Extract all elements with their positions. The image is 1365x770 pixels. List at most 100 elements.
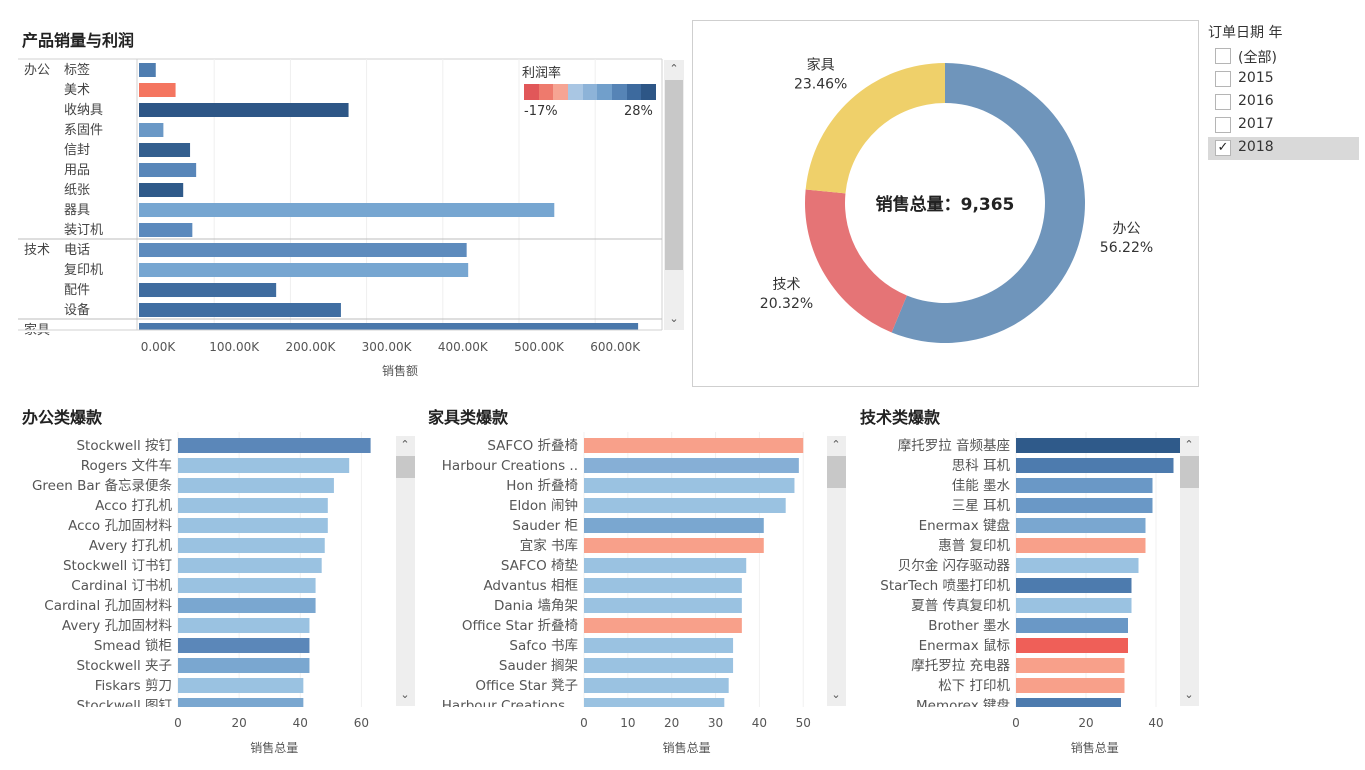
category-label: 器具	[64, 203, 90, 218]
scroll-down-icon[interactable]: ⌄	[400, 688, 410, 701]
x-tick-label: 30	[708, 716, 723, 730]
quantity-bar	[178, 598, 316, 613]
x-tick-label: 20	[1078, 716, 1093, 730]
x-tick-label: 60	[354, 716, 369, 730]
product-label: Fiskars 剪刀	[95, 678, 172, 694]
x-tick-label: 0	[1012, 716, 1020, 730]
checkbox[interactable]	[1215, 94, 1231, 110]
filter-option-label: 2016	[1238, 93, 1274, 109]
donut-slice[interactable]	[891, 63, 1085, 343]
product-label: Stockwell 订书钉	[63, 558, 172, 574]
scroll-up-icon[interactable]: ⌃	[831, 438, 841, 451]
product-label: 三星 耳机	[952, 498, 1011, 514]
legend-swatch	[538, 84, 554, 100]
quantity-bar	[178, 478, 334, 493]
filter-option-label: 2017	[1238, 116, 1274, 132]
sales-bar	[139, 243, 467, 257]
quantity-bar	[178, 618, 310, 633]
scroll-up-icon[interactable]: ⌃	[669, 62, 679, 75]
x-tick-label: 10	[620, 716, 635, 730]
quantity-bar	[178, 698, 304, 707]
product-label: 思科 耳机	[952, 458, 1011, 474]
sales-bar	[139, 283, 277, 297]
product-label: Harbour Creations ..	[442, 458, 578, 474]
product-label: Rogers 文件车	[81, 457, 172, 474]
product-label: 摩托罗拉 充电器	[911, 657, 1010, 674]
product-label: SAFCO 折叠椅	[487, 438, 578, 454]
filter-option-(全部)[interactable]: (全部)	[1208, 45, 1359, 68]
legend-swatch	[597, 84, 613, 100]
product-label: Brother 墨水	[928, 618, 1010, 634]
sales-bar	[139, 303, 341, 317]
slice-percent: 23.46%	[794, 76, 847, 92]
quantity-bar	[584, 578, 742, 593]
quantity-bar	[1016, 458, 1174, 473]
scroll-thumb[interactable]	[396, 456, 415, 478]
quantity-bar	[584, 658, 734, 673]
scroll-up-icon[interactable]: ⌃	[400, 438, 410, 451]
quantity-bar	[178, 498, 328, 513]
legend-min-label: -17%	[524, 104, 558, 119]
x-axis-title: 销售总量	[1071, 740, 1119, 755]
tech-scrollbar[interactable]: ⌃ ⌄	[1180, 436, 1199, 706]
quantity-bar	[1016, 658, 1125, 673]
checkbox[interactable]: ✓	[1215, 140, 1231, 156]
legend-max-label: 28%	[624, 104, 653, 119]
legend-swatch	[641, 84, 657, 100]
category-label: 系固件	[64, 123, 103, 138]
scroll-down-icon[interactable]: ⌄	[831, 688, 841, 701]
quantity-bar	[1016, 518, 1146, 533]
product-label: Eldon 闹钟	[509, 497, 578, 514]
product-label: Advantus 相框	[483, 578, 578, 594]
donut-slice[interactable]	[805, 62, 945, 194]
product-label: 摩托罗拉 音频基座	[898, 437, 1010, 454]
profit-color-legend[interactable]	[524, 84, 657, 100]
product-label: Enermax 鼠标	[919, 638, 1010, 654]
main-bar-chart: 0.00K 100.00K 200.00K 300.00K 400.00K 500.00K…	[0, 58, 663, 378]
filter-option-2016[interactable]: 2016	[1208, 91, 1359, 114]
office-scrollbar[interactable]: ⌃ ⌄	[396, 436, 415, 706]
main-chart-title: 产品销量与利润	[22, 31, 135, 50]
checkbox[interactable]	[1215, 71, 1231, 87]
quantity-bar	[1016, 478, 1153, 493]
quantity-bar	[1016, 638, 1128, 653]
quantity-bar	[1016, 678, 1125, 693]
sales-bar	[139, 183, 184, 197]
scroll-down-icon[interactable]: ⌄	[1184, 688, 1194, 701]
product-label: 贝尔金 闪存驱动器	[898, 558, 1011, 574]
product-label: StarTech 喷墨打印机	[880, 577, 1010, 594]
x-tick-label: 20	[232, 716, 247, 730]
sales-bar	[139, 163, 197, 177]
product-label: Dania 墙角架	[494, 598, 578, 614]
filter-option-2018[interactable]: ✓ 2018	[1208, 137, 1359, 160]
x-tick-label: 500.00K	[514, 340, 565, 354]
scroll-up-icon[interactable]: ⌃	[1184, 438, 1194, 451]
x-tick-label: 300.00K	[362, 340, 413, 354]
filter-option-2015[interactable]: 2015	[1208, 68, 1359, 91]
quantity-bar	[178, 458, 350, 473]
main-chart-scrollbar[interactable]: ⌃ ⌄	[664, 60, 684, 330]
quantity-bar	[584, 518, 764, 533]
check-icon: ✓	[1217, 140, 1229, 155]
scroll-thumb[interactable]	[665, 80, 683, 270]
quantity-bar	[584, 558, 747, 573]
quantity-bar	[1016, 498, 1153, 513]
quantity-bar	[584, 538, 764, 553]
product-label: Stockwell 按钉	[76, 438, 172, 454]
scroll-thumb[interactable]	[1180, 456, 1199, 488]
furniture-scrollbar[interactable]: ⌃ ⌄	[827, 436, 846, 706]
quantity-bar	[178, 678, 304, 693]
category-label: 复印机	[64, 263, 103, 278]
scroll-down-icon[interactable]: ⌄	[669, 312, 679, 325]
product-label: Smead 锁柜	[94, 638, 172, 654]
filter-option-2017[interactable]: 2017	[1208, 114, 1359, 137]
furniture-chart-title: 家具类爆款	[428, 408, 509, 427]
checkbox[interactable]	[1215, 117, 1231, 133]
x-tick-label: 40	[1148, 716, 1163, 730]
donut-slice[interactable]	[805, 189, 907, 333]
x-axis-title: 销售总量	[250, 740, 298, 755]
product-label: 佳能 墨水	[952, 478, 1011, 494]
checkbox[interactable]	[1215, 48, 1231, 64]
scroll-thumb[interactable]	[827, 456, 846, 488]
